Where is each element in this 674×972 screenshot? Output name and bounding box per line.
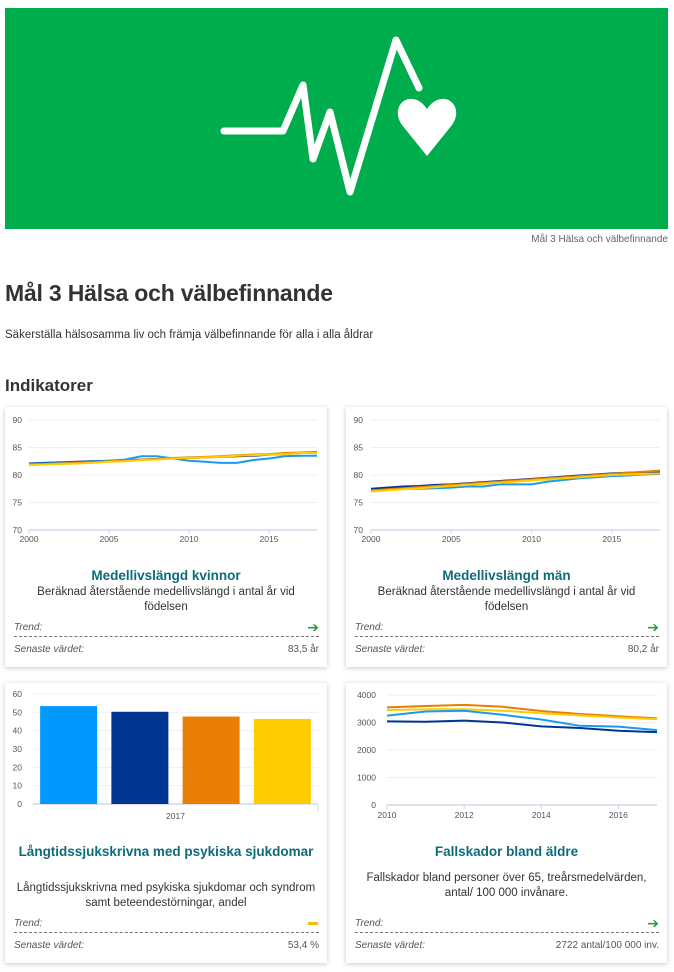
arrow-right-icon: ➔ <box>307 619 319 635</box>
card-title[interactable]: Medellivslängd kvinnor <box>91 568 241 583</box>
trend-label: Trend: <box>14 918 43 929</box>
page-title: Mål 3 Hälsa och välbefinnande <box>5 280 333 306</box>
svg-text:2010: 2010 <box>378 810 397 820</box>
card-description: Fallskador bland personer över 65, treår… <box>366 872 647 899</box>
svg-text:2014: 2014 <box>532 810 551 820</box>
svg-text:90: 90 <box>13 415 23 425</box>
svg-text:2017: 2017 <box>166 811 185 821</box>
svg-text:0: 0 <box>371 800 376 810</box>
latest-value: 53,4 % <box>287 940 319 951</box>
svg-text:85: 85 <box>354 443 364 453</box>
line-chart: 0 1000 2000 3000 4000 2010 2012 2014 2016 <box>357 690 658 820</box>
trend-row: Trend: ➔ <box>355 915 659 933</box>
svg-text:2015: 2015 <box>602 534 621 544</box>
latest-value: 2722 antal/100 000 inv. <box>555 940 659 951</box>
card-description: Beräknad återstående medellivslängd i an… <box>377 586 636 613</box>
svg-text:80: 80 <box>13 470 23 480</box>
latest-value-row: Senaste värdet: 2722 antal/100 000 inv. <box>355 937 659 955</box>
svg-text:3000: 3000 <box>357 718 376 728</box>
latest-value-row: Senaste värdet: 83,5 år <box>14 641 319 659</box>
card-description: Beräknad återstående medellivslängd i an… <box>37 586 295 613</box>
svg-text:20: 20 <box>13 762 23 772</box>
svg-text:2010: 2010 <box>180 534 199 544</box>
svg-text:60: 60 <box>13 689 23 699</box>
trend-row: Trend: ➔ <box>14 619 319 637</box>
trend-row: Trend: <box>14 915 319 933</box>
trend-label: Trend: <box>355 918 384 929</box>
svg-text:85: 85 <box>13 443 23 453</box>
trend-label: Trend: <box>355 622 384 633</box>
banner-caption: Mål 3 Hälsa och välbefinnande <box>531 234 668 245</box>
section-title-indicators: Indikatorer <box>5 376 93 395</box>
svg-text:2016: 2016 <box>609 810 628 820</box>
latest-value-row: Senaste värdet: 53,4 % <box>14 937 319 955</box>
line-chart: 70 75 80 85 90 2000 2005 2010 2015 <box>354 415 661 544</box>
latest-label: Senaste värdet: <box>14 940 85 951</box>
svg-text:2000: 2000 <box>20 534 39 544</box>
latest-value: 80,2 år <box>627 644 659 655</box>
card-title[interactable]: Fallskador bland äldre <box>434 844 579 859</box>
bar-chart: 0 10 20 30 40 50 60 2017 <box>13 689 319 821</box>
card-title[interactable]: Långtidssjukskrivna med psykiska sjukdom… <box>18 844 314 859</box>
arrow-right-icon: ➔ <box>647 619 659 635</box>
arrow-right-icon: ➔ <box>647 915 659 931</box>
svg-text:1000: 1000 <box>357 773 376 783</box>
indicator-card-life-expectancy-men[interactable]: 70 75 80 85 90 2000 2005 2010 2015 Medellivsläng… <box>346 407 667 667</box>
svg-text:2005: 2005 <box>442 534 461 544</box>
svg-text:75: 75 <box>13 498 23 508</box>
latest-label: Senaste värdet: <box>355 644 426 655</box>
card-description: Långtidssjukskrivna med psykiska sjukdom… <box>16 882 316 909</box>
svg-text:30: 30 <box>13 744 23 754</box>
line-chart: 70 75 80 85 90 2000 2005 2010 2015 <box>13 415 318 544</box>
svg-text:2012: 2012 <box>455 810 474 820</box>
svg-text:70: 70 <box>13 525 23 535</box>
svg-text:2000: 2000 <box>362 534 381 544</box>
latest-label: Senaste värdet: <box>355 940 426 951</box>
heartbeat-heart-icon <box>5 8 668 229</box>
svg-text:80: 80 <box>354 470 364 480</box>
svg-text:90: 90 <box>354 415 364 425</box>
svg-text:50: 50 <box>13 707 23 717</box>
trend-label: Trend: <box>14 622 43 633</box>
indicator-card-life-expectancy-women[interactable]: 70 75 80 85 90 2000 2005 2010 2015 Medellivsläng… <box>5 407 327 667</box>
latest-value: 83,5 år <box>287 644 319 655</box>
latest-value-row: Senaste värdet: 80,2 år <box>355 641 659 659</box>
svg-text:2005: 2005 <box>100 534 119 544</box>
indicator-card-fall-injuries-elderly[interactable]: 0 1000 2000 3000 4000 2010 2012 2014 2016 Fallsk… <box>346 683 667 963</box>
trend-row: Trend: ➔ <box>355 619 659 637</box>
svg-text:2010: 2010 <box>522 534 541 544</box>
svg-text:2000: 2000 <box>357 745 376 755</box>
svg-text:40: 40 <box>13 726 23 736</box>
svg-text:75: 75 <box>354 498 364 508</box>
svg-text:2015: 2015 <box>260 534 279 544</box>
goal-banner <box>5 8 668 229</box>
indicator-card-long-term-sick-leave[interactable]: 0 10 20 30 40 50 60 2017 Långtidssjukskrivna me… <box>5 683 327 963</box>
svg-text:70: 70 <box>354 525 364 535</box>
svg-text:10: 10 <box>13 781 23 791</box>
svg-text:4000: 4000 <box>357 690 376 700</box>
latest-label: Senaste värdet: <box>14 644 85 655</box>
page-subtitle: Säkerställa hälsosamma liv och främja vä… <box>5 329 374 341</box>
svg-text:0: 0 <box>17 799 22 809</box>
card-title[interactable]: Medellivslängd män <box>442 568 571 583</box>
dash-neutral-icon <box>308 922 318 925</box>
